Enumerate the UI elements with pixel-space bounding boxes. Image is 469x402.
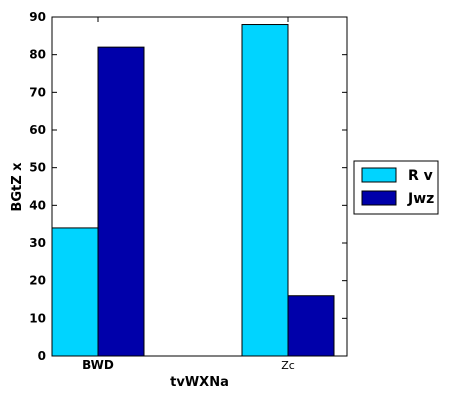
y-axis-title: BGtZ x xyxy=(10,162,25,212)
y-tick-label: 80 xyxy=(29,48,46,62)
y-tick-label: 10 xyxy=(29,311,46,325)
y-tick-label: 70 xyxy=(29,85,46,99)
x-axis-title: tvWXNa xyxy=(170,375,229,390)
bar-bwd-jwz xyxy=(97,46,145,357)
plot-frame xyxy=(51,16,348,357)
bar-zc-jwz xyxy=(287,295,335,357)
y-tick-label: 0 xyxy=(38,349,46,363)
y-tick-label: 20 xyxy=(29,274,46,288)
y-tick-label: 30 xyxy=(29,236,46,250)
y-tick-label: 60 xyxy=(29,123,46,137)
legend-swatch-r-v xyxy=(361,167,397,183)
bar-zc-r-v xyxy=(241,24,289,357)
bars-group xyxy=(51,24,335,357)
x-tick-label: BWD xyxy=(82,358,114,372)
legend-label-jwz: Jwz xyxy=(407,191,434,207)
y-tick-label: 50 xyxy=(29,161,46,175)
y-axis-ticks: 0 10 20 30 40 50 60 70 80 90 xyxy=(29,10,347,363)
legend-swatch-jwz xyxy=(361,190,397,206)
y-tick-label: 90 xyxy=(29,10,46,24)
bar-bwd-r-v xyxy=(51,227,99,357)
x-tick-label: Zc xyxy=(281,359,295,372)
y-tick-label: 40 xyxy=(29,198,46,212)
legend: R v Jwz xyxy=(353,160,439,215)
legend-label-r-v: R v xyxy=(408,168,433,184)
